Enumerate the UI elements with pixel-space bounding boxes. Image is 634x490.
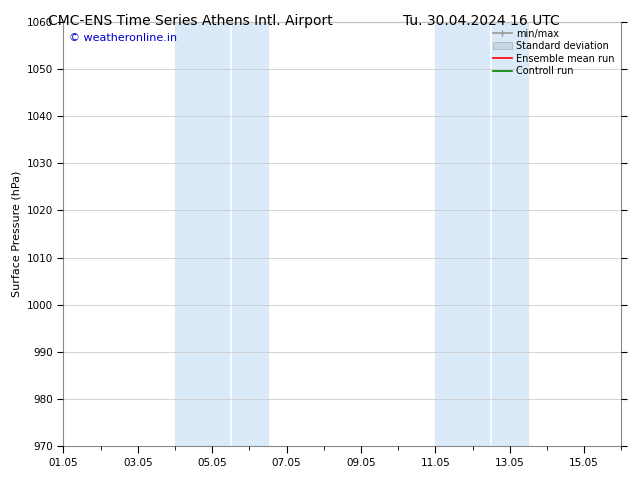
Legend: min/max, Standard deviation, Ensemble mean run, Controll run: min/max, Standard deviation, Ensemble me… xyxy=(489,25,618,80)
Bar xyxy=(436,22,528,446)
Y-axis label: Surface Pressure (hPa): Surface Pressure (hPa) xyxy=(11,171,21,297)
Text: Tu. 30.04.2024 16 UTC: Tu. 30.04.2024 16 UTC xyxy=(403,14,560,28)
Text: © weatheronline.in: © weatheronline.in xyxy=(69,33,177,43)
Bar xyxy=(175,22,268,446)
Text: CMC-ENS Time Series Athens Intl. Airport: CMC-ENS Time Series Athens Intl. Airport xyxy=(48,14,333,28)
